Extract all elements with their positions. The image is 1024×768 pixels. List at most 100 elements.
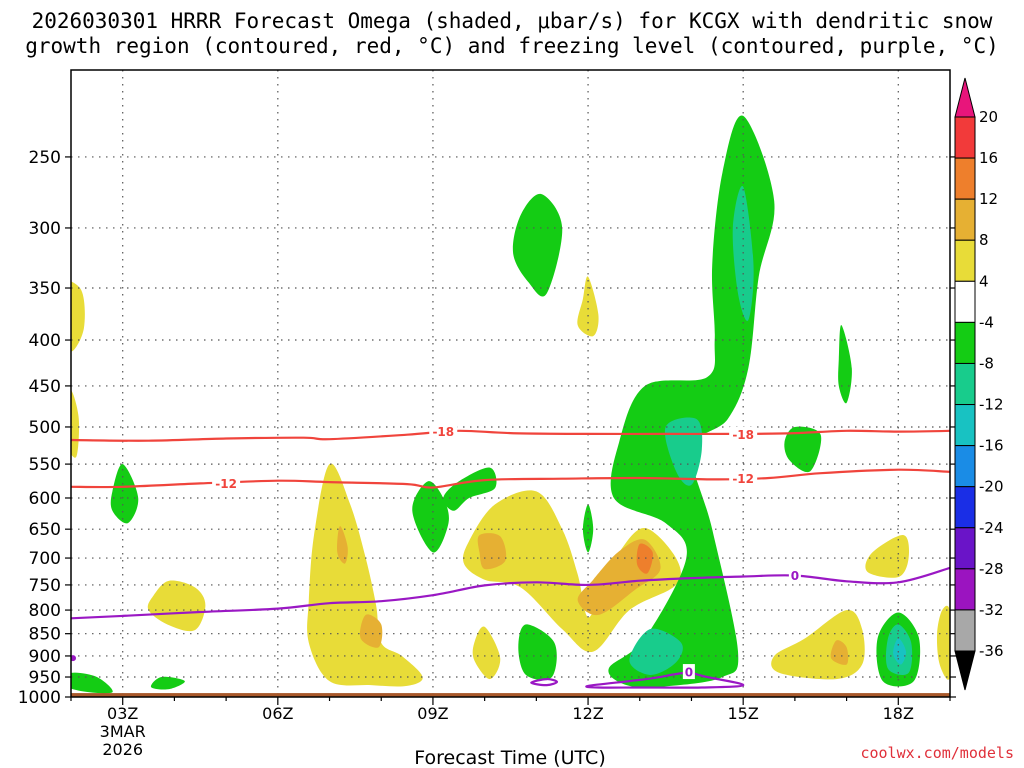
omega-region-3 bbox=[71, 281, 85, 352]
colorbar-swatch bbox=[954, 321, 976, 364]
x-tick-year: 2026 bbox=[102, 740, 143, 759]
contour-label: -12 bbox=[215, 477, 237, 491]
colorbar-swatch bbox=[954, 362, 976, 406]
omega-region-22 bbox=[443, 467, 497, 511]
y-tick-label: 600 bbox=[29, 489, 61, 509]
omega-region-26 bbox=[582, 504, 594, 553]
omega-region-9 bbox=[636, 543, 653, 574]
omega-region-10 bbox=[577, 276, 599, 337]
colorbar-tick-label: -32 bbox=[979, 601, 1004, 619]
chart-title-line-1: 2026030301 HRRR Forecast Omega (shaded, … bbox=[32, 9, 993, 33]
contour-label: 0 bbox=[791, 569, 799, 583]
colorbar-swatch bbox=[954, 280, 976, 323]
omega-region-5 bbox=[147, 580, 206, 632]
colorbar-swatch bbox=[954, 198, 976, 241]
omega-region-20 bbox=[512, 193, 563, 297]
plot-frame bbox=[70, 69, 951, 698]
omega-region-0 bbox=[307, 463, 423, 687]
colorbar-tick-label: -24 bbox=[979, 519, 1004, 537]
freezing-edge-marker bbox=[71, 655, 76, 662]
colorbar-swatch bbox=[954, 116, 976, 159]
omega-region-25 bbox=[150, 676, 185, 690]
y-tick-label: 450 bbox=[29, 377, 61, 397]
contour-label-bg bbox=[429, 423, 458, 440]
colorbar-tick-label: -8 bbox=[979, 354, 994, 372]
credit-text: coolwx.com/models bbox=[860, 744, 1014, 762]
grid-layer bbox=[71, 70, 950, 694]
omega-region-23 bbox=[110, 464, 139, 524]
x-tick-label: 12Z bbox=[572, 704, 603, 723]
colorbar-tick-label: -20 bbox=[979, 478, 1004, 496]
chart-title-line-2: growth region (contoured, red, °C) and f… bbox=[25, 34, 999, 58]
colorbar: 20 16 12 8 4 -4 -8 -12 -16 -20 -24 -28 -32 -36 bbox=[954, 77, 1004, 691]
contour-label-bg bbox=[212, 475, 241, 492]
colorbar-tick-label: -16 bbox=[979, 437, 1004, 455]
y-tick-label: 400 bbox=[29, 331, 61, 351]
y-axis: 2503003504004505005506006507007508008509… bbox=[18, 148, 956, 708]
x-tick-label: 15Z bbox=[728, 704, 759, 723]
colorbar-tick-label: -36 bbox=[979, 642, 1004, 660]
omega-region-27 bbox=[518, 624, 557, 681]
y-tick-label: 950 bbox=[29, 668, 61, 688]
colorbar-tick-label: 12 bbox=[979, 190, 998, 208]
omega-region-7 bbox=[477, 533, 507, 570]
colorbar-swatch bbox=[954, 568, 976, 611]
contour-label: -18 bbox=[732, 428, 754, 442]
colorbar-swatch bbox=[954, 157, 976, 200]
omega-region-2 bbox=[359, 614, 383, 648]
omega-region-19 bbox=[629, 628, 683, 676]
y-tick-label: 850 bbox=[29, 625, 61, 645]
colorbar-tick-label: -28 bbox=[979, 560, 1004, 578]
y-tick-label: 900 bbox=[29, 647, 61, 667]
colorbar-swatch bbox=[954, 609, 976, 652]
x-tick-label: 03Z bbox=[107, 704, 138, 723]
contour-label-bg bbox=[729, 470, 758, 487]
contour-label-bg bbox=[729, 426, 758, 443]
x-axis-label: Forecast Time (UTC) bbox=[414, 747, 605, 768]
x-tick-date: 3MAR bbox=[100, 722, 146, 741]
colorbar-tick-label: 4 bbox=[979, 272, 989, 290]
freezing-loop-label: 0 bbox=[685, 666, 693, 680]
colorbar-swatch bbox=[954, 239, 976, 282]
y-tick-label: 250 bbox=[29, 148, 61, 168]
colorbar-tick-label: 16 bbox=[979, 149, 998, 167]
terrain-ground bbox=[71, 693, 950, 697]
omega-region-29 bbox=[784, 426, 822, 473]
omega-region-16 bbox=[608, 115, 775, 688]
contour-line--18 bbox=[71, 429, 950, 442]
colorbar-tick-label: 8 bbox=[979, 231, 989, 249]
y-tick-label: 650 bbox=[29, 520, 61, 540]
omega-region-21 bbox=[412, 481, 449, 553]
contour-label-bg bbox=[788, 567, 801, 584]
contour-layer: -18 -18 -12 -12 0 0 bbox=[71, 423, 950, 689]
colorbar-swatch bbox=[954, 404, 976, 447]
colorbar-tick-label: -12 bbox=[979, 396, 1004, 414]
contour-label: -18 bbox=[432, 425, 454, 439]
omega-region-32 bbox=[893, 638, 907, 665]
omega-shading-layer bbox=[71, 115, 950, 694]
freezing-loop-1 bbox=[585, 671, 745, 689]
x-tick-label: 09Z bbox=[417, 704, 448, 723]
y-tick-label: 350 bbox=[29, 279, 61, 299]
colorbar-bottom-arrow bbox=[954, 650, 976, 691]
colorbar-swatch bbox=[954, 445, 976, 488]
colorbar-swatch bbox=[954, 486, 976, 529]
x-tick-label: 18Z bbox=[883, 704, 914, 723]
omega-region-6 bbox=[462, 490, 681, 653]
x-tick-label: 06Z bbox=[262, 704, 293, 723]
colorbar-tick-label: 20 bbox=[979, 108, 998, 126]
y-tick-label: 750 bbox=[29, 576, 61, 596]
y-tick-label: 500 bbox=[29, 418, 61, 438]
contour-line-0 bbox=[71, 566, 950, 620]
omega-region-11 bbox=[472, 626, 501, 680]
colorbar-tick-label: -4 bbox=[979, 313, 994, 331]
plot-area: -18 -18 -12 -12 0 0 bbox=[70, 69, 951, 698]
omega-region-15 bbox=[936, 605, 950, 680]
y-tick-label: 700 bbox=[29, 549, 61, 569]
omega-region-13 bbox=[830, 640, 849, 665]
omega-region-24 bbox=[71, 672, 113, 694]
y-tick-label: 800 bbox=[29, 601, 61, 621]
colorbar-top-arrow bbox=[954, 77, 976, 118]
